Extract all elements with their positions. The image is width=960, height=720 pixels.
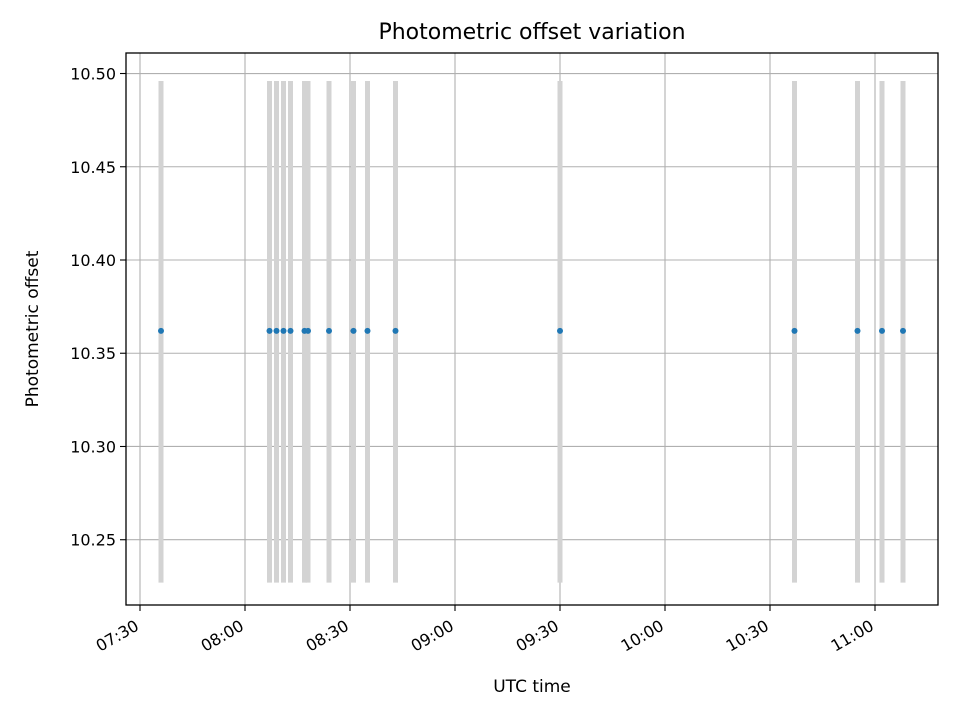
data-point: [364, 327, 371, 334]
data-point: [350, 327, 357, 334]
y-tick-label: 10.35: [70, 344, 116, 363]
data-point: [879, 327, 885, 334]
data-point: [791, 327, 798, 334]
x-axis-label: UTC time: [493, 677, 571, 697]
data-point: [158, 327, 164, 334]
y-tick-label: 10.45: [70, 158, 116, 177]
data-point: [392, 327, 399, 334]
data-point: [280, 327, 287, 334]
y-tick-label: 10.40: [70, 251, 116, 270]
data-point: [326, 327, 332, 334]
y-axis: 10.25 10.30 10.35 10.40 10.45 10.50: [70, 65, 126, 550]
data-point: [287, 327, 294, 334]
chart-title: Photometric offset variation: [378, 20, 685, 45]
data-points: [158, 327, 906, 334]
data-point: [557, 327, 563, 334]
data-point: [900, 327, 906, 334]
plot-frame: [125, 52, 939, 606]
data-point: [305, 327, 311, 334]
y-tick-label: 10.50: [70, 65, 116, 84]
data-point: [854, 327, 861, 334]
y-axis-label: Photometric offset: [23, 250, 43, 407]
y-tick-label: 10.25: [70, 531, 116, 550]
data-point: [273, 327, 280, 334]
data-point: [266, 327, 273, 334]
y-tick-label: 10.30: [70, 437, 116, 456]
